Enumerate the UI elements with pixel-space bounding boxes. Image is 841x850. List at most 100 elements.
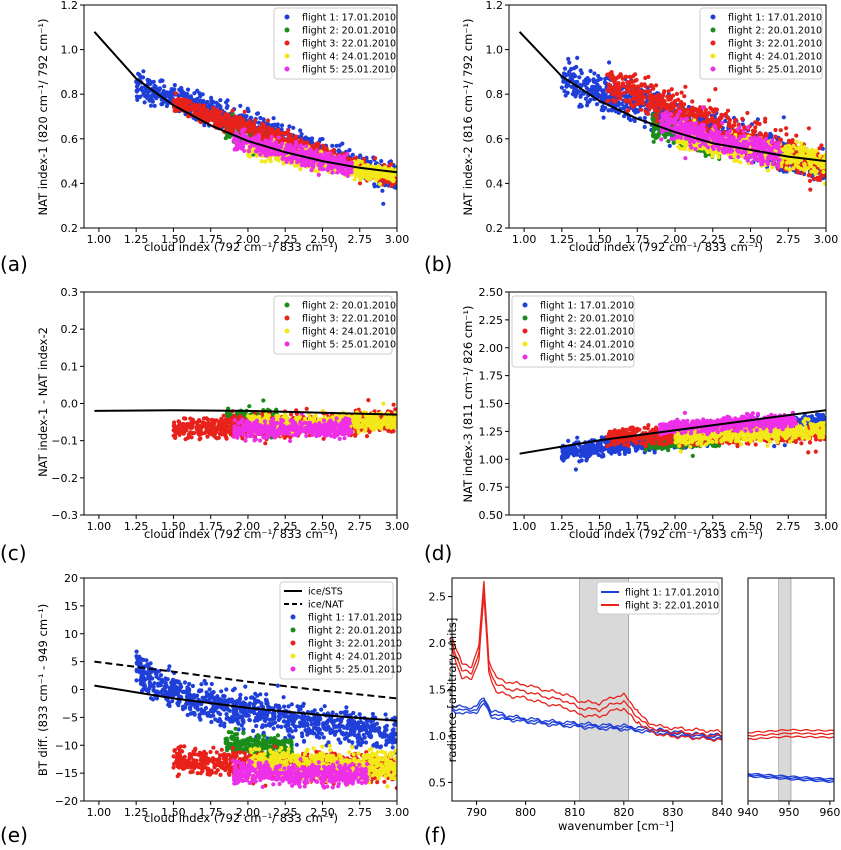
point <box>383 179 388 184</box>
point <box>681 111 686 117</box>
point <box>610 73 615 78</box>
point <box>299 163 304 168</box>
point <box>670 93 676 98</box>
point <box>246 149 251 154</box>
plot-frame-a <box>83 4 398 229</box>
point <box>279 123 285 128</box>
point <box>264 141 269 146</box>
point <box>291 136 296 141</box>
point <box>612 80 617 85</box>
point <box>320 136 325 142</box>
point <box>283 131 288 136</box>
point <box>666 89 671 94</box>
plot-area-b: 1.00 1.25 1.50 1.75 2.00 2.25 2.50 2.75 3.000.20… <box>486 0 839 246</box>
point <box>157 86 162 91</box>
point <box>627 99 632 104</box>
point <box>245 106 250 111</box>
point <box>216 115 221 120</box>
point <box>609 107 614 112</box>
point <box>784 132 789 137</box>
point <box>570 74 575 80</box>
point <box>259 159 264 164</box>
point <box>248 154 253 159</box>
point <box>577 104 582 109</box>
point <box>361 172 366 177</box>
point <box>247 130 252 135</box>
point <box>633 110 638 115</box>
y-tick-label: 0.8 <box>61 88 79 101</box>
point <box>337 157 342 162</box>
point <box>352 177 357 182</box>
point <box>394 185 397 190</box>
point <box>806 126 812 131</box>
point <box>394 167 397 172</box>
legend-label: flight 1: 17.01.2010 <box>302 13 396 24</box>
point <box>651 132 656 137</box>
point <box>287 124 292 129</box>
point <box>616 86 621 91</box>
point <box>643 109 648 114</box>
point <box>276 158 281 163</box>
point <box>332 157 337 162</box>
point <box>298 139 303 144</box>
point <box>300 158 306 163</box>
point <box>593 89 598 94</box>
point <box>230 124 235 129</box>
point <box>642 82 647 87</box>
point <box>145 95 150 100</box>
point <box>636 94 641 100</box>
point <box>289 132 294 137</box>
point <box>273 140 278 145</box>
point <box>198 110 203 115</box>
point <box>633 78 638 83</box>
point <box>262 129 267 134</box>
point <box>276 135 281 140</box>
point <box>291 125 296 130</box>
point <box>565 90 570 95</box>
point <box>252 121 257 127</box>
point <box>287 156 292 161</box>
point <box>623 74 629 80</box>
point <box>818 174 823 179</box>
panel-a: 1.00 1.25 1.50 1.75 2.00 2.25 2.50 2.75 3.000.20… <box>0 0 409 276</box>
point <box>280 156 285 161</box>
point <box>207 117 212 122</box>
point <box>710 154 715 159</box>
point <box>660 101 666 106</box>
point <box>784 166 789 171</box>
point <box>258 115 263 121</box>
point <box>642 95 647 100</box>
point <box>228 119 234 124</box>
x-tick-label: 1.25 <box>124 233 149 246</box>
point <box>633 102 638 107</box>
point <box>271 116 276 121</box>
x-tick-label: 3.00 <box>385 233 410 246</box>
point <box>254 111 260 116</box>
point <box>253 118 258 123</box>
point <box>373 156 378 161</box>
point <box>260 121 265 126</box>
point <box>291 149 296 154</box>
point <box>559 85 565 90</box>
point <box>708 105 713 111</box>
point <box>784 126 789 131</box>
point <box>578 68 583 73</box>
point <box>802 144 807 150</box>
point <box>621 90 627 96</box>
point <box>171 98 176 103</box>
point <box>677 102 683 107</box>
x-tick-label: 2.50 <box>310 233 335 246</box>
point <box>161 90 166 95</box>
point <box>575 55 580 61</box>
point <box>658 104 663 109</box>
point <box>306 136 311 142</box>
point <box>607 60 612 65</box>
point <box>173 91 178 96</box>
point <box>381 201 386 206</box>
point <box>710 108 716 114</box>
point <box>618 91 623 96</box>
point <box>653 107 659 112</box>
point <box>674 91 680 96</box>
point <box>723 118 728 124</box>
point <box>565 72 570 77</box>
